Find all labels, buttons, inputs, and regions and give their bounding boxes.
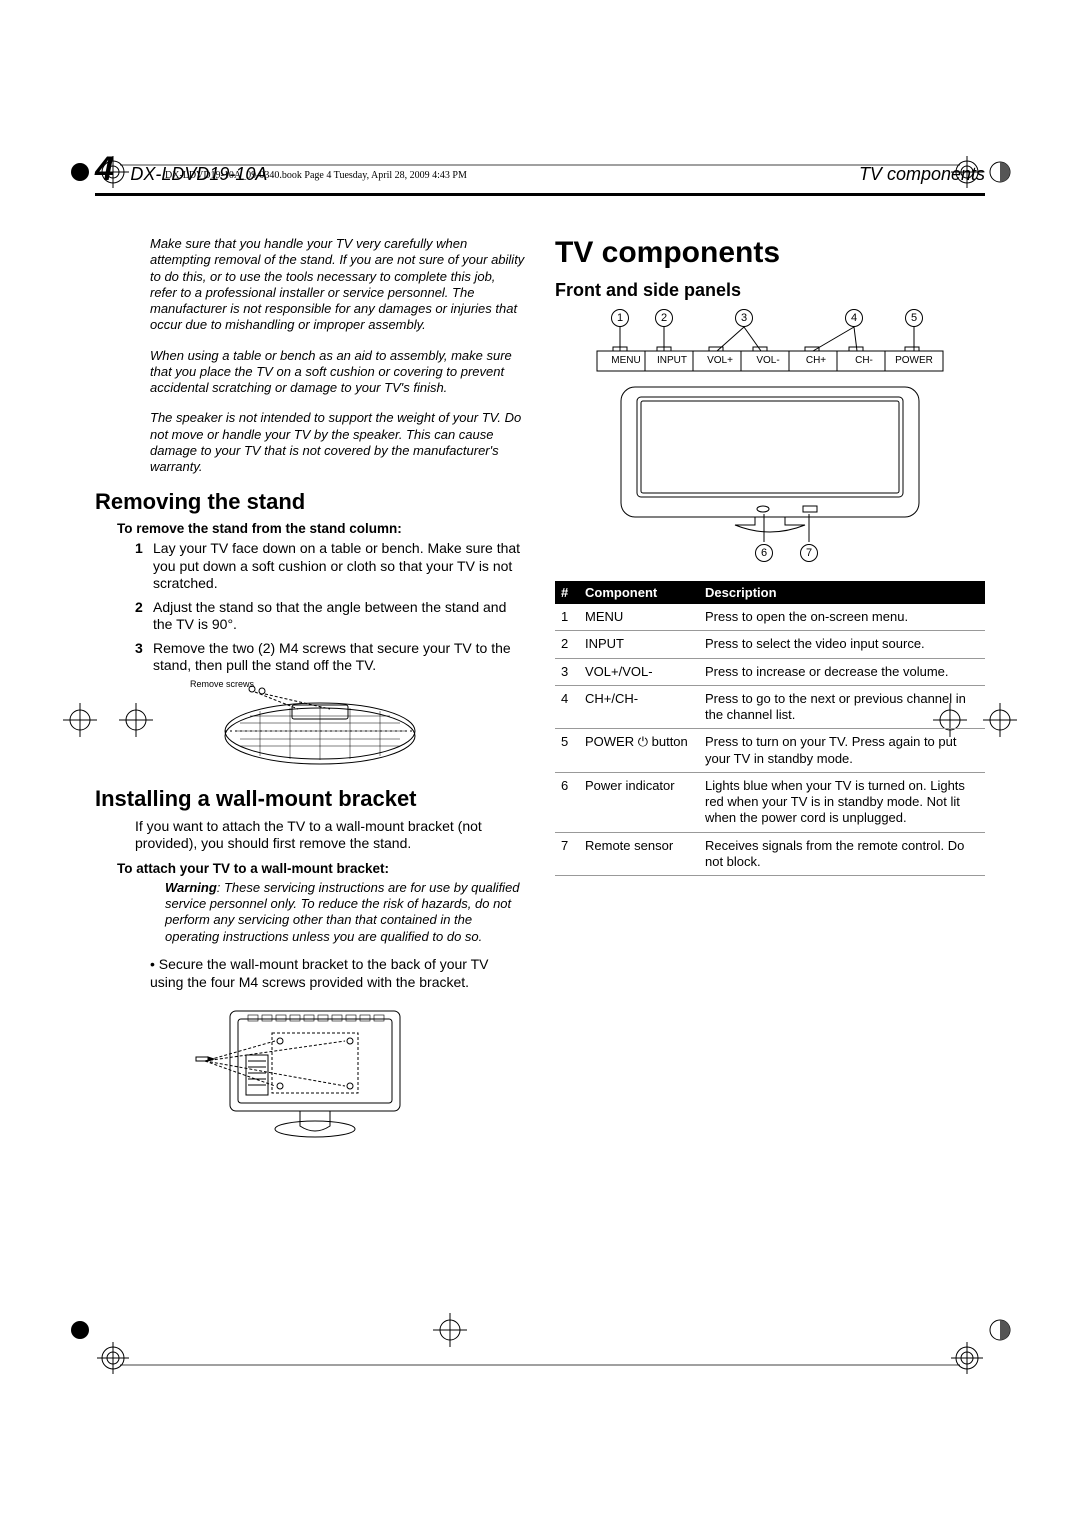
- note-1: Make sure that you handle your TV very c…: [150, 236, 525, 334]
- table-row: 3VOL+/VOL-Press to increase or decrease …: [555, 658, 985, 685]
- tv-components-title: TV components: [555, 236, 985, 270]
- running-head: 4 DX-LDVD19-10A TV components: [95, 150, 985, 196]
- step-text: Adjust the stand so that the angle betwe…: [153, 599, 525, 634]
- left-column: Make sure that you handle your TV very c…: [95, 236, 525, 1146]
- panel-label-volup: VOL+: [699, 355, 741, 366]
- note-2: When using a table or bench as an aid to…: [150, 348, 525, 397]
- th-component: Component: [579, 581, 699, 604]
- panel-label-power: POWER: [887, 355, 941, 366]
- removing-intro: To remove the stand from the stand colum…: [117, 521, 525, 536]
- warning-text: Warning: These servicing instructions ar…: [165, 880, 525, 945]
- note-3: The speaker is not intended to support t…: [150, 410, 525, 475]
- removing-steps: 1Lay your TV face down on a table or ben…: [135, 540, 525, 675]
- panel-label-menu: MENU: [607, 355, 645, 366]
- installing-body: If you want to attach the TV to a wall-m…: [135, 818, 525, 853]
- th-description: Description: [699, 581, 985, 604]
- table-row: 2INPUTPress to select the video input so…: [555, 631, 985, 658]
- panel-label-chup: CH+: [795, 355, 837, 366]
- section-heading-right: TV components: [859, 164, 985, 185]
- bullet-secure: • Secure the wall-mount bracket to the b…: [150, 955, 525, 991]
- installing-heading: Installing a wall-mount bracket: [95, 786, 525, 812]
- table-row: 4CH+/CH-Press to go to the next or previ…: [555, 685, 985, 729]
- panel-label-voldown: VOL-: [747, 355, 789, 366]
- figure-wallmount: [190, 1001, 430, 1146]
- panel-diagram: 1 2 3 4 5 6 7: [585, 309, 955, 569]
- front-panels-subtitle: Front and side panels: [555, 280, 985, 301]
- removing-heading: Removing the stand: [95, 489, 525, 515]
- table-row: 6Power indicatorLights blue when your TV…: [555, 772, 985, 832]
- step-text: Lay your TV face down on a table or benc…: [153, 540, 525, 593]
- panel-label-chdown: CH-: [843, 355, 885, 366]
- step-text: Remove the two (2) M4 screws that secure…: [153, 640, 525, 675]
- panel-label-input: INPUT: [651, 355, 693, 366]
- figure-caption: Remove screws: [190, 679, 254, 689]
- attach-intro: To attach your TV to a wall-mount bracke…: [117, 861, 525, 876]
- table-row: 7Remote sensorReceives signals from the …: [555, 832, 985, 876]
- figure-stand: Remove screws: [180, 681, 440, 776]
- model-number: DX-LDVD19-10A: [130, 164, 267, 184]
- components-table: # Component Description 1MENUPress to op…: [555, 581, 985, 876]
- page-number: 4: [95, 150, 114, 188]
- right-column: TV components Front and side panels 1 2 …: [555, 236, 985, 1146]
- th-num: #: [555, 581, 579, 604]
- table-row: 5POWER ⏻ buttonPress to turn on your TV.…: [555, 729, 985, 773]
- table-row: 1MENUPress to open the on-screen menu.: [555, 604, 985, 631]
